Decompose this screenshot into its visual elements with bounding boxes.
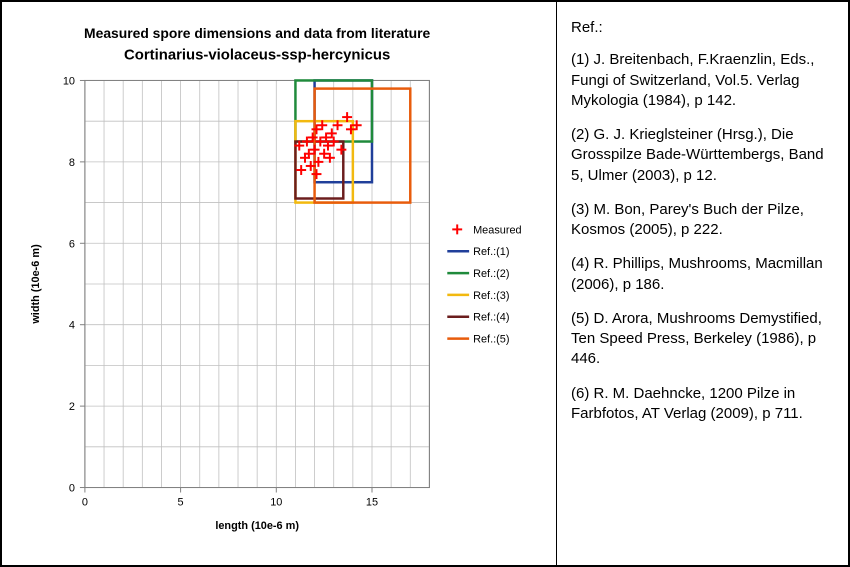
y-tick-label: 4	[69, 320, 75, 332]
reference-item: (4) R. Phillips, Mushrooms, Macmillan (2…	[571, 254, 834, 295]
y-tick-label: 6	[69, 238, 75, 250]
legend-label-measured: Measured	[473, 224, 522, 236]
y-tick-label: 10	[63, 75, 75, 87]
x-tick-label: 15	[366, 496, 378, 508]
y-tick-label: 2	[69, 401, 75, 413]
reference-item: (2) G. J. Krieglsteiner (Hrsg.), Die Gro…	[571, 125, 834, 186]
chart-title-line1: Measured spore dimensions and data from …	[84, 25, 430, 41]
y-tick-label: 0	[69, 483, 75, 495]
reference-item: (6) R. M. Daehncke, 1200 Pilze in Farbfo…	[571, 384, 834, 425]
legend-label-ref: Ref.:(5)	[473, 334, 509, 346]
y-tick-label: 8	[69, 157, 75, 169]
x-tick-label: 5	[178, 496, 184, 508]
legend-label-ref: Ref.:(1)	[473, 246, 509, 258]
y-axis-label: width (10e-6 m)	[30, 244, 42, 325]
chart-title-line2: Cortinarius-violaceus-ssp-hercynicus	[124, 48, 390, 64]
chart-panel: 0 5 10 15 0 2 4 6 8 10 length (10e-6 m) width (10e-…	[2, 2, 557, 565]
x-axis-label: length (10e-6 m)	[215, 520, 299, 532]
references-heading: Ref.:	[571, 18, 834, 38]
reference-item: (1) J. Breitenbach, F.Kraenzlin, Eds., F…	[571, 50, 834, 111]
chart-svg: 0 5 10 15 0 2 4 6 8 10 length (10e-6 m) width (10e-…	[6, 6, 552, 561]
references-list: (1) J. Breitenbach, F.Kraenzlin, Eds., F…	[571, 50, 834, 424]
reference-item: (5) D. Arora, Mushrooms Demystified, Ten…	[571, 309, 834, 370]
legend-label-ref: Ref.:(3)	[473, 290, 509, 302]
x-tick-label: 10	[270, 496, 282, 508]
reference-item: (3) M. Bon, Parey's Buch der Pilze, Kosm…	[571, 200, 834, 241]
legend-label-ref: Ref.:(2)	[473, 268, 509, 280]
legend-label-ref: Ref.:(4)	[473, 312, 509, 324]
page-root: 0 5 10 15 0 2 4 6 8 10 length (10e-6 m) width (10e-…	[0, 0, 850, 567]
references-panel: Ref.: (1) J. Breitenbach, F.Kraenzlin, E…	[557, 2, 848, 565]
x-tick-label: 0	[82, 496, 88, 508]
